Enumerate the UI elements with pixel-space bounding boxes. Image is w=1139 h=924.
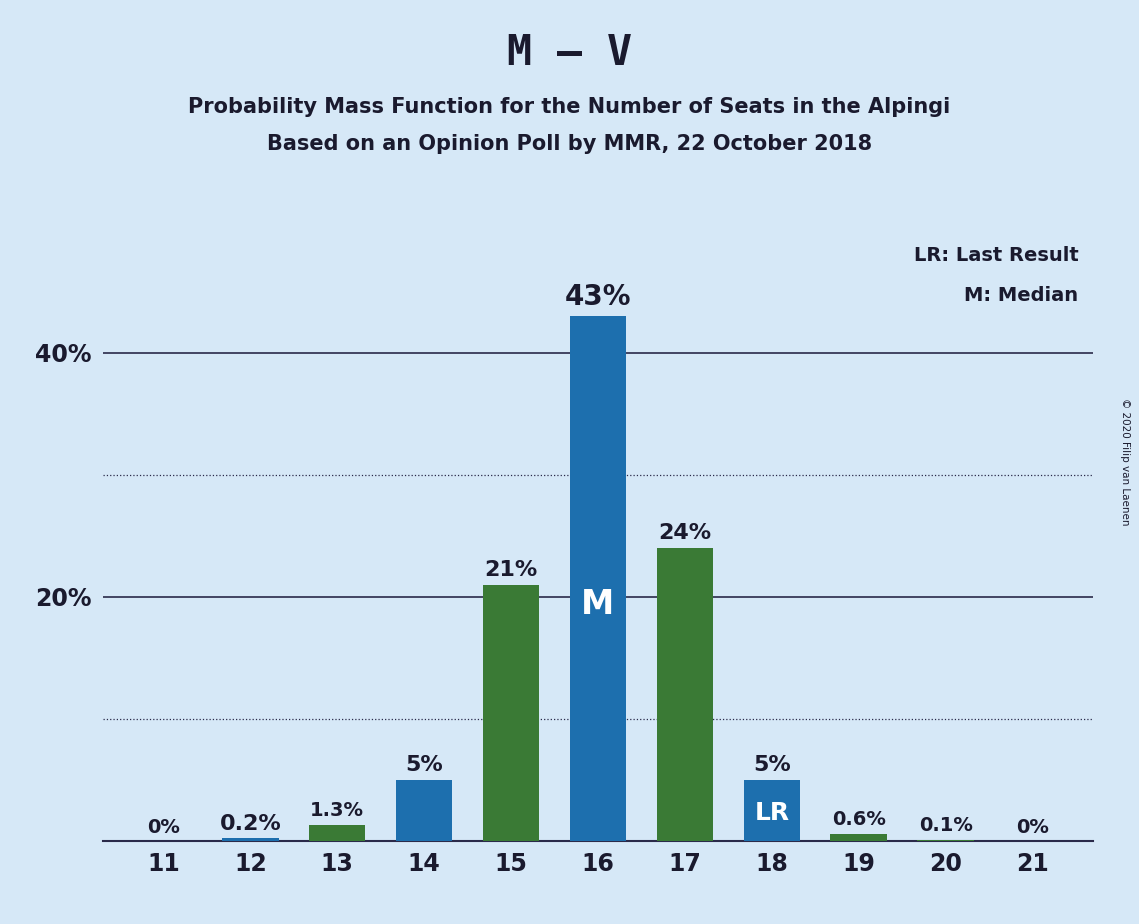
Text: 21%: 21%: [484, 560, 538, 580]
Text: Based on an Opinion Poll by MMR, 22 October 2018: Based on an Opinion Poll by MMR, 22 Octo…: [267, 134, 872, 154]
Bar: [396, 780, 452, 841]
Bar: [744, 780, 800, 841]
Text: 1.3%: 1.3%: [310, 801, 364, 821]
Text: 0.6%: 0.6%: [831, 809, 886, 829]
Bar: [917, 840, 974, 841]
Text: 5%: 5%: [405, 755, 443, 775]
Bar: [309, 825, 366, 841]
Text: 0%: 0%: [147, 818, 180, 837]
Text: 5%: 5%: [753, 755, 790, 775]
Text: M – V: M – V: [507, 32, 632, 74]
Text: 0.1%: 0.1%: [919, 816, 973, 834]
Text: M: M: [581, 589, 615, 621]
Text: © 2020 Filip van Laenen: © 2020 Filip van Laenen: [1121, 398, 1130, 526]
Bar: [830, 833, 887, 841]
Bar: [222, 838, 279, 841]
Text: Probability Mass Function for the Number of Seats in the Alpingi: Probability Mass Function for the Number…: [188, 97, 951, 117]
Bar: [483, 585, 539, 841]
Text: 0.2%: 0.2%: [220, 813, 281, 833]
Text: LR: Last Result: LR: Last Result: [913, 246, 1079, 265]
Text: LR: LR: [754, 801, 789, 825]
Text: 43%: 43%: [565, 284, 631, 311]
Bar: [657, 548, 713, 841]
Text: 0%: 0%: [1016, 818, 1049, 837]
Text: M: Median: M: Median: [965, 286, 1079, 305]
Bar: [570, 316, 626, 841]
Text: 24%: 24%: [658, 523, 712, 543]
